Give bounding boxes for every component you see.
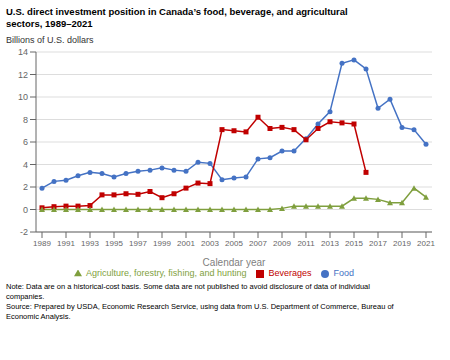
svg-text:2013: 2013 <box>321 239 339 248</box>
html-text:U.S. direct investment positio: U.S. direct investment position in Canad… <box>6 6 348 17</box>
svg-text:2021: 2021 <box>417 239 435 248</box>
html-text:Agriculture, forestry, fishing: Agriculture, forestry, fishing, and hunt… <box>86 268 247 278</box>
html-text:sectors, 1989–2021: sectors, 1989–2021 <box>6 18 93 29</box>
svg-text:2007: 2007 <box>249 239 267 248</box>
svg-text:0: 0 <box>23 205 28 215</box>
svg-text:14: 14 <box>18 47 28 57</box>
svg-text:4: 4 <box>23 160 28 170</box>
html-text:companies.: companies. <box>6 292 45 301</box>
svg-text:2005: 2005 <box>225 239 243 248</box>
html-text:Note: Data are on a historical: Note: Data are on a historical-cost basi… <box>6 282 370 291</box>
html-text:Beverages: Beverages <box>268 268 312 278</box>
svg-text:12: 12 <box>18 70 28 80</box>
html-text:Food: Food <box>333 268 354 278</box>
svg-text:Calendar year: Calendar year <box>203 257 266 268</box>
html-text:Billions of U.S. dollars: Billions of U.S. dollars <box>6 35 94 45</box>
svg-text:2001: 2001 <box>177 239 195 248</box>
svg-text:10: 10 <box>18 92 28 102</box>
svg-text:2: 2 <box>23 182 28 192</box>
html-text:Economic Analysis.: Economic Analysis. <box>6 312 71 321</box>
svg-text:6: 6 <box>23 137 28 147</box>
svg-text:2003: 2003 <box>201 239 219 248</box>
html-text:Source: Prepared by USDA, Econ: Source: Prepared by USDA, Economic Resea… <box>6 302 394 311</box>
svg-text:1989: 1989 <box>33 239 51 248</box>
svg-text:2009: 2009 <box>273 239 291 248</box>
svg-text:1997: 1997 <box>129 239 147 248</box>
svg-text:2017: 2017 <box>369 239 387 248</box>
svg-text:1995: 1995 <box>105 239 123 248</box>
svg-text:1999: 1999 <box>153 239 171 248</box>
svg-text:2019: 2019 <box>393 239 411 248</box>
svg-text:8: 8 <box>23 115 28 125</box>
svg-text:1991: 1991 <box>57 239 75 248</box>
svg-text:1993: 1993 <box>81 239 99 248</box>
svg-text:2011: 2011 <box>297 239 315 248</box>
svg-text:2015: 2015 <box>345 239 363 248</box>
svg-text:-2: -2 <box>20 227 28 237</box>
